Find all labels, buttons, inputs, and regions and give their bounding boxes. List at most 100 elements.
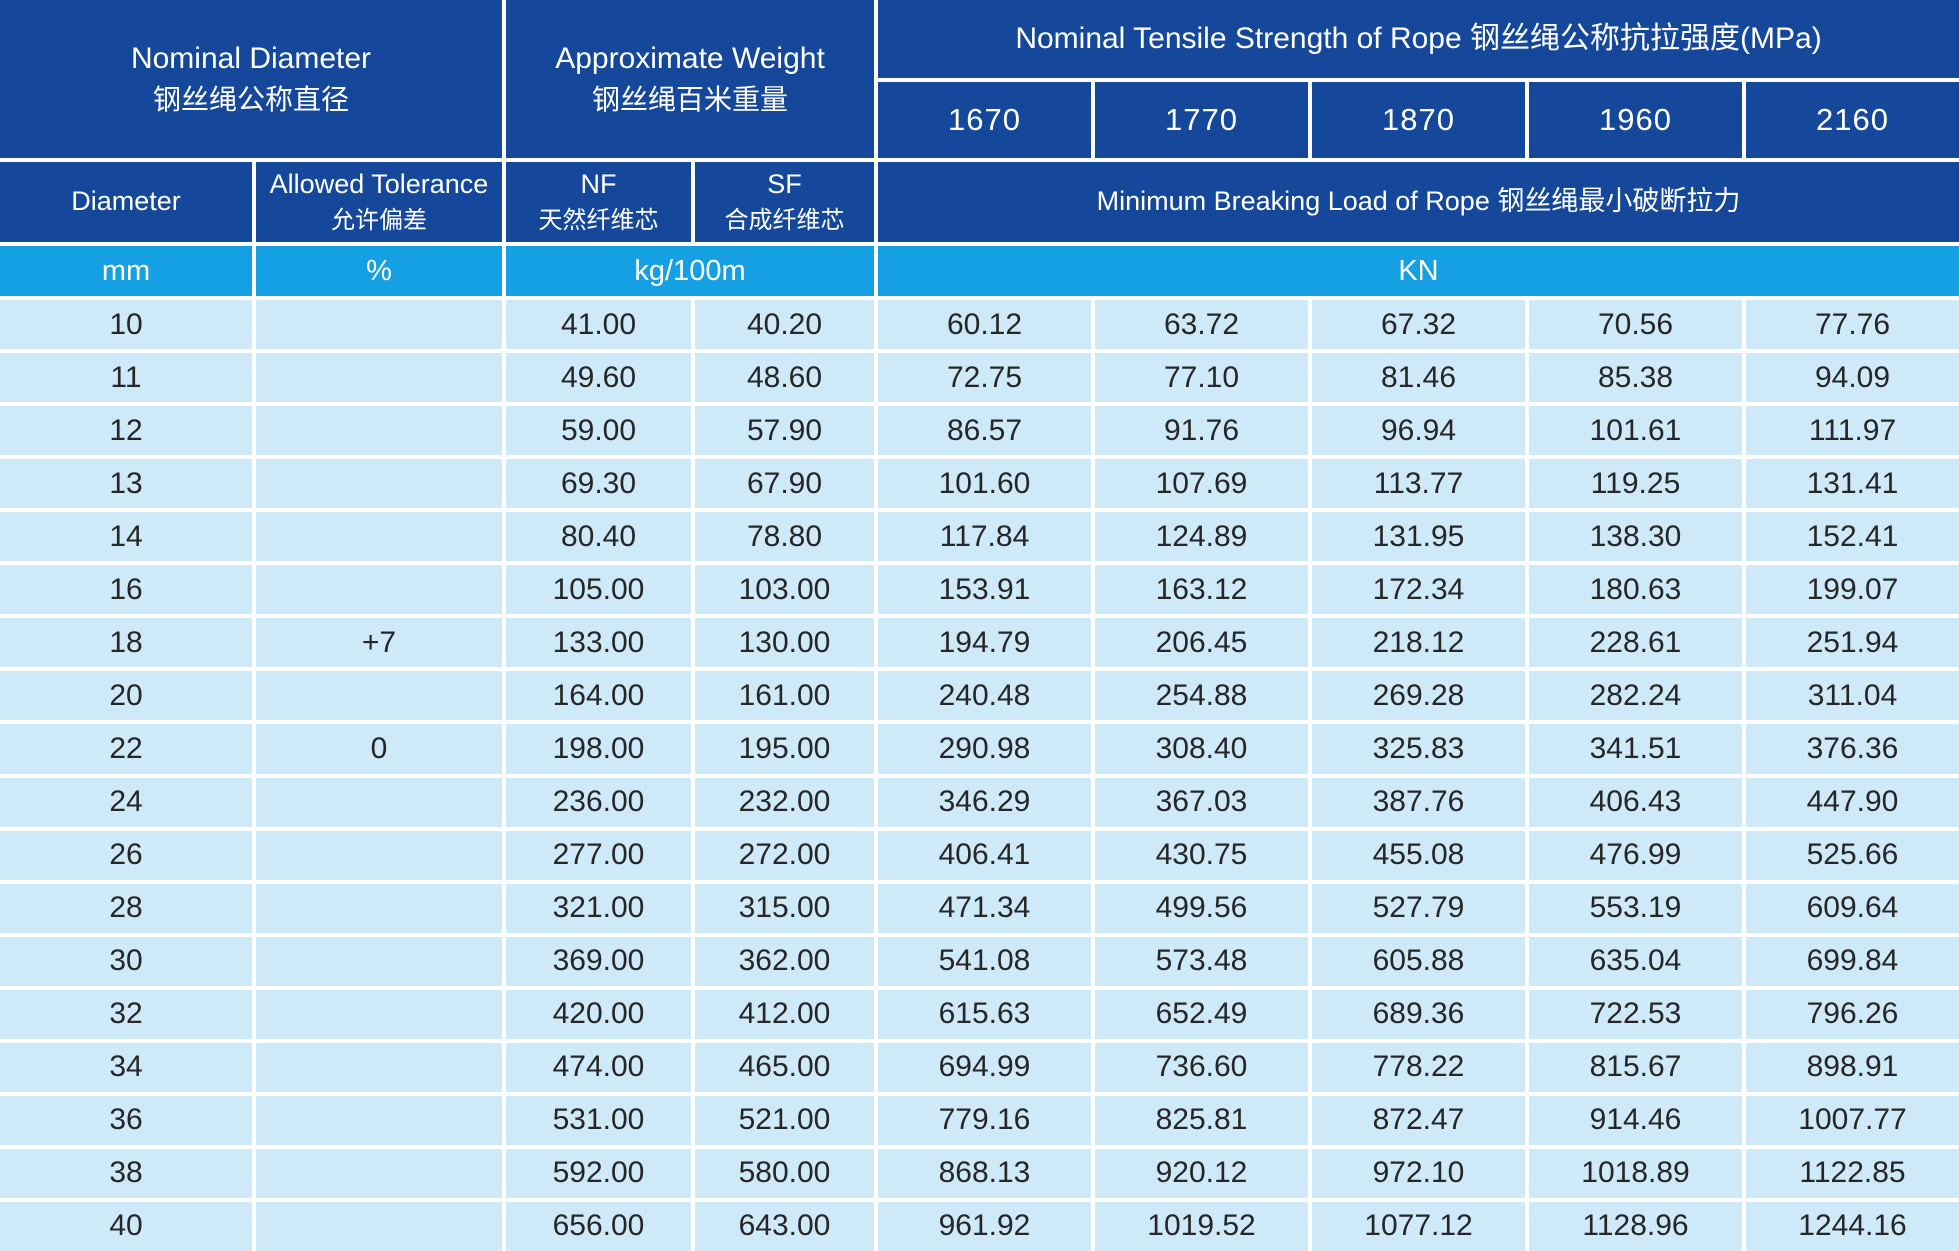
cell-r0-tolerance xyxy=(256,300,502,350)
cell-r1-load-1960: 85.38 xyxy=(1529,353,1742,403)
cell-r4-tolerance xyxy=(256,512,502,562)
cell-r14-load-1960: 815.67 xyxy=(1529,1042,1742,1092)
cell-r15-load-1770: 825.81 xyxy=(1095,1095,1308,1145)
cell-r3-tolerance xyxy=(256,459,502,509)
cell-r4-diameter: 14 xyxy=(0,512,252,562)
cell-r13-diameter: 32 xyxy=(0,989,252,1039)
cell-r3-load-1960: 119.25 xyxy=(1529,459,1742,509)
cell-r2-load-1670: 86.57 xyxy=(878,406,1091,456)
cell-r6-tolerance: +7 xyxy=(256,618,502,668)
cell-r0-load-1770: 63.72 xyxy=(1095,300,1308,350)
cell-r17-sf: 643.00 xyxy=(695,1201,874,1251)
strength-grade-1770: 1770 xyxy=(1095,82,1308,158)
cell-r14-load-1870: 778.22 xyxy=(1312,1042,1525,1092)
unit-percent: % xyxy=(256,246,502,296)
cell-r12-load-2160: 699.84 xyxy=(1746,936,1959,986)
cell-r3-load-1770: 107.69 xyxy=(1095,459,1308,509)
cell-r9-load-1960: 406.43 xyxy=(1529,777,1742,827)
header-nominal-diameter: Nominal Diameter 钢丝绳公称直径 xyxy=(0,0,502,158)
cell-r8-diameter: 22 xyxy=(0,724,252,774)
cell-r5-load-1770: 163.12 xyxy=(1095,565,1308,615)
header-allowed-tolerance: Allowed Tolerance 允许偏差 xyxy=(256,162,502,242)
cell-r4-load-1870: 131.95 xyxy=(1312,512,1525,562)
cell-r9-sf: 232.00 xyxy=(695,777,874,827)
cell-r5-load-1960: 180.63 xyxy=(1529,565,1742,615)
cell-r12-load-1670: 541.08 xyxy=(878,936,1091,986)
header-tensile-strength-title: Nominal Tensile Strength of Rope 钢丝绳公称抗拉… xyxy=(878,0,1959,78)
cell-r14-load-1770: 736.60 xyxy=(1095,1042,1308,1092)
cell-r5-tolerance xyxy=(256,565,502,615)
cell-r14-nf: 474.00 xyxy=(506,1042,691,1092)
cell-r8-load-1670: 290.98 xyxy=(878,724,1091,774)
cell-r15-sf: 521.00 xyxy=(695,1095,874,1145)
cell-r2-nf: 59.00 xyxy=(506,406,691,456)
cell-r13-load-1870: 689.36 xyxy=(1312,989,1525,1039)
unit-mm: mm xyxy=(0,246,252,296)
cell-r11-nf: 321.00 xyxy=(506,883,691,933)
cell-r9-load-1770: 367.03 xyxy=(1095,777,1308,827)
cell-r15-load-1870: 872.47 xyxy=(1312,1095,1525,1145)
cell-r13-load-1770: 652.49 xyxy=(1095,989,1308,1039)
cell-r5-sf: 103.00 xyxy=(695,565,874,615)
cell-r17-diameter: 40 xyxy=(0,1201,252,1251)
cell-r11-load-2160: 609.64 xyxy=(1746,883,1959,933)
cell-r15-load-1670: 779.16 xyxy=(878,1095,1091,1145)
cell-r10-load-1960: 476.99 xyxy=(1529,830,1742,880)
header-diameter-label: Diameter xyxy=(71,186,181,217)
cell-r1-load-1870: 81.46 xyxy=(1312,353,1525,403)
cell-r3-load-1870: 113.77 xyxy=(1312,459,1525,509)
cell-r4-nf: 80.40 xyxy=(506,512,691,562)
cell-r7-tolerance xyxy=(256,671,502,721)
cell-r12-diameter: 30 xyxy=(0,936,252,986)
header-nominal-diameter-en: Nominal Diameter xyxy=(130,41,372,75)
cell-r1-nf: 49.60 xyxy=(506,353,691,403)
cell-r17-nf: 656.00 xyxy=(506,1201,691,1251)
header-diameter: Diameter xyxy=(0,162,252,242)
cell-r9-diameter: 24 xyxy=(0,777,252,827)
cell-r11-load-1670: 471.34 xyxy=(878,883,1091,933)
cell-r15-diameter: 36 xyxy=(0,1095,252,1145)
cell-r12-tolerance xyxy=(256,936,502,986)
cell-r14-diameter: 34 xyxy=(0,1042,252,1092)
cell-r11-diameter: 28 xyxy=(0,883,252,933)
cell-r1-load-2160: 94.09 xyxy=(1746,353,1959,403)
cell-r2-load-1960: 101.61 xyxy=(1529,406,1742,456)
cell-r12-sf: 362.00 xyxy=(695,936,874,986)
strength-grade-2160: 2160 xyxy=(1746,82,1959,158)
cell-r16-sf: 580.00 xyxy=(695,1148,874,1198)
cell-r17-load-1670: 961.92 xyxy=(878,1201,1091,1251)
cell-r1-tolerance xyxy=(256,353,502,403)
cell-r10-load-1670: 406.41 xyxy=(878,830,1091,880)
cell-r10-nf: 277.00 xyxy=(506,830,691,880)
unit-kn: KN xyxy=(878,246,1959,296)
cell-r14-load-1670: 694.99 xyxy=(878,1042,1091,1092)
header-sf-en: SF xyxy=(767,169,802,200)
cell-r12-nf: 369.00 xyxy=(506,936,691,986)
cell-r7-load-2160: 311.04 xyxy=(1746,671,1959,721)
cell-r17-load-2160: 1244.16 xyxy=(1746,1201,1959,1251)
strength-grade-1670: 1670 xyxy=(878,82,1091,158)
cell-r8-load-1960: 341.51 xyxy=(1529,724,1742,774)
cell-r16-tolerance xyxy=(256,1148,502,1198)
unit-kg100m: kg/100m xyxy=(506,246,874,296)
cell-r10-tolerance xyxy=(256,830,502,880)
cell-r17-load-1770: 1019.52 xyxy=(1095,1201,1308,1251)
cell-r15-tolerance xyxy=(256,1095,502,1145)
cell-r2-load-1770: 91.76 xyxy=(1095,406,1308,456)
cell-r13-sf: 412.00 xyxy=(695,989,874,1039)
cell-r7-load-1870: 269.28 xyxy=(1312,671,1525,721)
cell-r10-load-1870: 455.08 xyxy=(1312,830,1525,880)
cell-r8-load-1770: 308.40 xyxy=(1095,724,1308,774)
cell-r10-diameter: 26 xyxy=(0,830,252,880)
cell-r8-load-2160: 376.36 xyxy=(1746,724,1959,774)
cell-r7-load-1770: 254.88 xyxy=(1095,671,1308,721)
cell-r3-diameter: 13 xyxy=(0,459,252,509)
cell-r0-load-1960: 70.56 xyxy=(1529,300,1742,350)
header-breaking-load-title: Minimum Breaking Load of Rope 钢丝绳最小破断拉力 xyxy=(878,162,1959,242)
cell-r3-sf: 67.90 xyxy=(695,459,874,509)
cell-r5-nf: 105.00 xyxy=(506,565,691,615)
cell-r11-tolerance xyxy=(256,883,502,933)
cell-r4-load-1770: 124.89 xyxy=(1095,512,1308,562)
cell-r9-load-1670: 346.29 xyxy=(878,777,1091,827)
